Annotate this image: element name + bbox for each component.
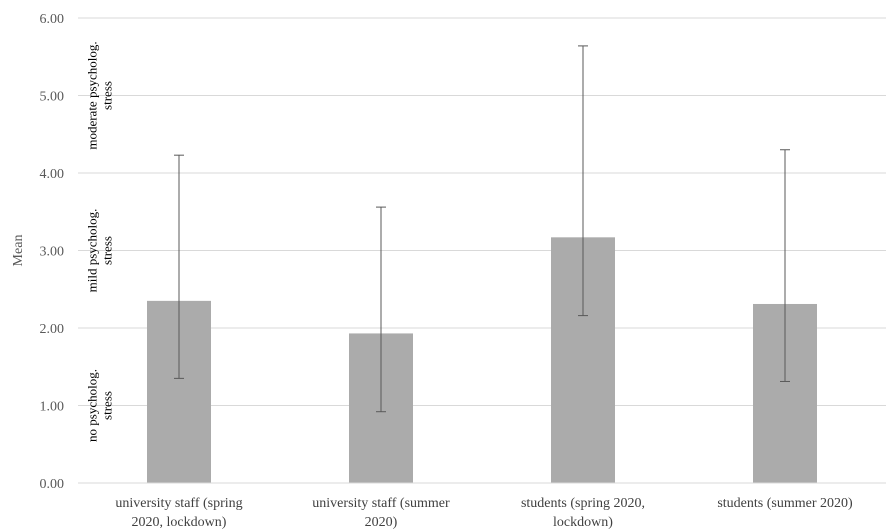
y-tick-label: 3.00 (40, 245, 65, 260)
band-label-line: stress (100, 236, 115, 265)
band-label-line: no psycholog. (85, 369, 100, 442)
band-label-line: moderate psycholog. (85, 41, 100, 149)
band-label: mild psycholog. stress (85, 209, 115, 293)
band-label-line: stress (100, 391, 115, 420)
bars (147, 237, 817, 483)
y-tick-label: 6.00 (40, 12, 65, 27)
x-tick-label: 2020, lockdown) (132, 515, 227, 530)
x-tick-label: students (summer 2020) (717, 496, 853, 511)
y-tick-label: 1.00 (40, 400, 65, 415)
x-axis-category-labels: university staff (spring 2020, lockdown) u… (115, 496, 853, 530)
x-tick-label: students (spring 2020, (521, 496, 645, 511)
y-axis-title: Mean (11, 235, 26, 267)
band-label: no psycholog. stress (85, 369, 115, 442)
x-tick-label: lockdown) (553, 515, 613, 530)
band-label-line: stress (100, 81, 115, 110)
band-label: moderate psycholog. stress (85, 41, 115, 149)
error-bars (174, 45, 790, 413)
y-tick-label: 4.00 (40, 167, 65, 182)
x-tick-label: university staff (spring (115, 496, 242, 511)
grid-lines (78, 17, 886, 406)
y-tick-label: 5.00 (40, 90, 65, 105)
y-tick-label: 2.00 (40, 322, 65, 337)
x-tick-label: university staff (summer (312, 496, 450, 511)
y-tick-label: 0.00 (40, 477, 65, 492)
y-axis-tick-labels: 0.00 1.00 2.00 3.00 4.00 5.00 6.00 (40, 12, 65, 492)
x-tick-label: 2020) (365, 515, 398, 530)
band-label-line: mild psycholog. (85, 209, 100, 293)
